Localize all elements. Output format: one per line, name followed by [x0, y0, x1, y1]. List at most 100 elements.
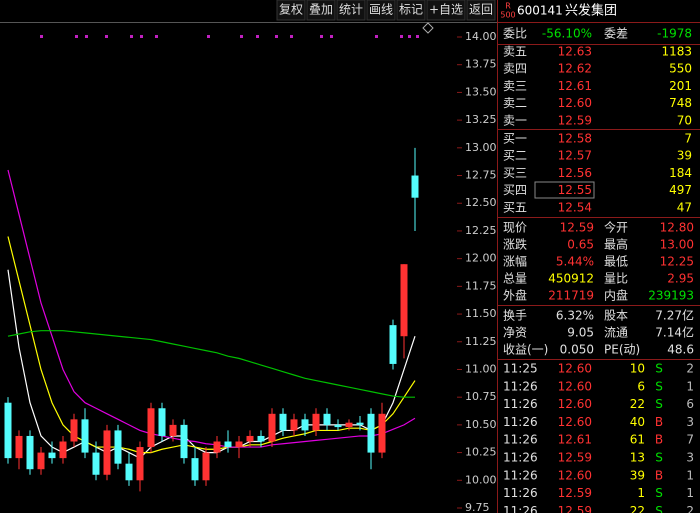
- y-tick-label: 14.00: [465, 30, 497, 43]
- trade-price: 12.60: [558, 415, 592, 429]
- candle-body: [180, 424, 188, 459]
- candle-body: [257, 435, 265, 442]
- order-price: 12.57: [558, 149, 592, 163]
- order-level: 卖二: [503, 96, 527, 110]
- toolbar-button-label[interactable]: 画线: [369, 3, 393, 17]
- trade-time: 11:25: [503, 362, 538, 376]
- trade-price: 12.60: [558, 468, 592, 482]
- trade-time: 11:26: [503, 379, 538, 393]
- candle-body: [312, 413, 320, 431]
- candle-body: [268, 413, 276, 442]
- y-tick-label: 11.50: [465, 307, 497, 320]
- order-level: 卖五: [503, 45, 527, 59]
- stat-value: 9.05: [567, 326, 594, 340]
- stat-label: PE(动): [604, 343, 640, 357]
- order-level: 买三: [503, 166, 527, 180]
- toolbar-button[interactable]: [396, 0, 426, 21]
- toolbar-button-label[interactable]: 叠加: [309, 3, 333, 17]
- order-level: 卖四: [503, 62, 527, 76]
- y-tick-label: 10.25: [465, 446, 497, 459]
- stat-label: 换手: [503, 309, 527, 323]
- candle-body: [125, 463, 133, 481]
- candle-body: [290, 419, 298, 431]
- toolbar-button[interactable]: [466, 0, 496, 21]
- order-price: 12.61: [558, 79, 592, 93]
- stat-label: 涨幅: [503, 254, 527, 269]
- selection-box: [534, 181, 595, 199]
- stat-value: 211719: [548, 289, 594, 303]
- y-tick-label: 13.75: [465, 58, 497, 71]
- moving-average: [7, 169, 416, 448]
- candle-body: [114, 430, 122, 464]
- trade-price: 12.59: [558, 486, 592, 500]
- order-price: 12.63: [558, 45, 592, 59]
- stat-value: 239193: [648, 289, 694, 303]
- order-volume: 47: [677, 200, 692, 214]
- stat-value: 450912: [548, 272, 594, 286]
- stat-label: 净资: [503, 326, 527, 340]
- order-volume: 39: [677, 149, 692, 163]
- trade-time: 11:26: [503, 433, 538, 447]
- order-price: 12.56: [558, 166, 592, 180]
- order-volume: 184: [669, 166, 692, 180]
- candle-body: [279, 413, 287, 431]
- event-markers: [40, 35, 419, 38]
- trade-volume: 22: [630, 397, 645, 411]
- stat-label: 内盘: [604, 288, 628, 303]
- candle-body: [323, 413, 331, 425]
- stat-label: 量比: [604, 272, 628, 286]
- toolbar-button-label[interactable]: 返回: [469, 3, 493, 17]
- trade-volume: 1: [637, 486, 645, 500]
- candle-body: [4, 402, 12, 459]
- trade-count: 6: [686, 397, 694, 411]
- stock-code: 600141: [517, 4, 563, 18]
- trade-time: 11:26: [503, 504, 538, 513]
- toolbar-button-label[interactable]: 标记: [399, 3, 423, 17]
- toolbar-button-label[interactable]: 复权: [279, 3, 303, 17]
- candle-body: [389, 325, 397, 364]
- trade-count: 7: [686, 433, 694, 447]
- trade-price: 12.61: [558, 433, 592, 447]
- candle-body: [158, 408, 166, 436]
- y-tick-label: 12.75: [465, 169, 497, 182]
- stat-label: 流通: [604, 326, 628, 340]
- order-volume: 550: [669, 62, 692, 76]
- stat-label: 今开: [604, 220, 628, 235]
- trade-price: 12.59: [558, 451, 592, 465]
- toolbar-button[interactable]: [336, 0, 366, 21]
- trade-count: 1: [686, 486, 694, 500]
- y-tick-label: 9.75: [465, 501, 490, 513]
- trade-price: 12.59: [558, 504, 592, 513]
- trade-side: S: [655, 486, 663, 500]
- order-price: 12.55: [558, 183, 592, 197]
- trade-count: 2: [686, 362, 694, 376]
- trade-price: 12.60: [558, 379, 592, 393]
- candle-body: [103, 430, 111, 475]
- candle-body: [92, 452, 100, 475]
- trade-volume: 39: [630, 468, 645, 482]
- trade-volume: 22: [630, 504, 645, 513]
- order-price: 12.58: [558, 132, 592, 146]
- order-volume: 7: [684, 132, 692, 146]
- toolbar-button[interactable]: [366, 0, 396, 21]
- trade-side: B: [655, 433, 663, 447]
- stat-value: 7.14亿: [655, 325, 694, 340]
- order-level: 卖一: [503, 113, 527, 127]
- toolbar-button[interactable]: [426, 0, 466, 21]
- stat-label: 股本: [604, 309, 628, 323]
- toolbar-button[interactable]: [276, 0, 306, 21]
- toolbar-button-label[interactable]: 统计: [339, 3, 363, 17]
- stat-value: 0.65: [567, 238, 594, 252]
- toolbar-button-label[interactable]: +自选: [429, 3, 463, 17]
- stat-label: 收益(一): [503, 343, 548, 357]
- trade-time: 11:26: [503, 468, 538, 482]
- order-price: 12.54: [558, 200, 592, 214]
- value: -1978: [657, 27, 692, 41]
- toolbar-button[interactable]: [306, 0, 336, 21]
- candle-body: [169, 424, 177, 436]
- trade-volume: 6: [637, 379, 645, 393]
- candle-body: [356, 422, 364, 425]
- y-tick-label: 13.00: [465, 141, 497, 154]
- candle-body: [367, 413, 375, 453]
- y-tick-label: 13.50: [465, 85, 497, 98]
